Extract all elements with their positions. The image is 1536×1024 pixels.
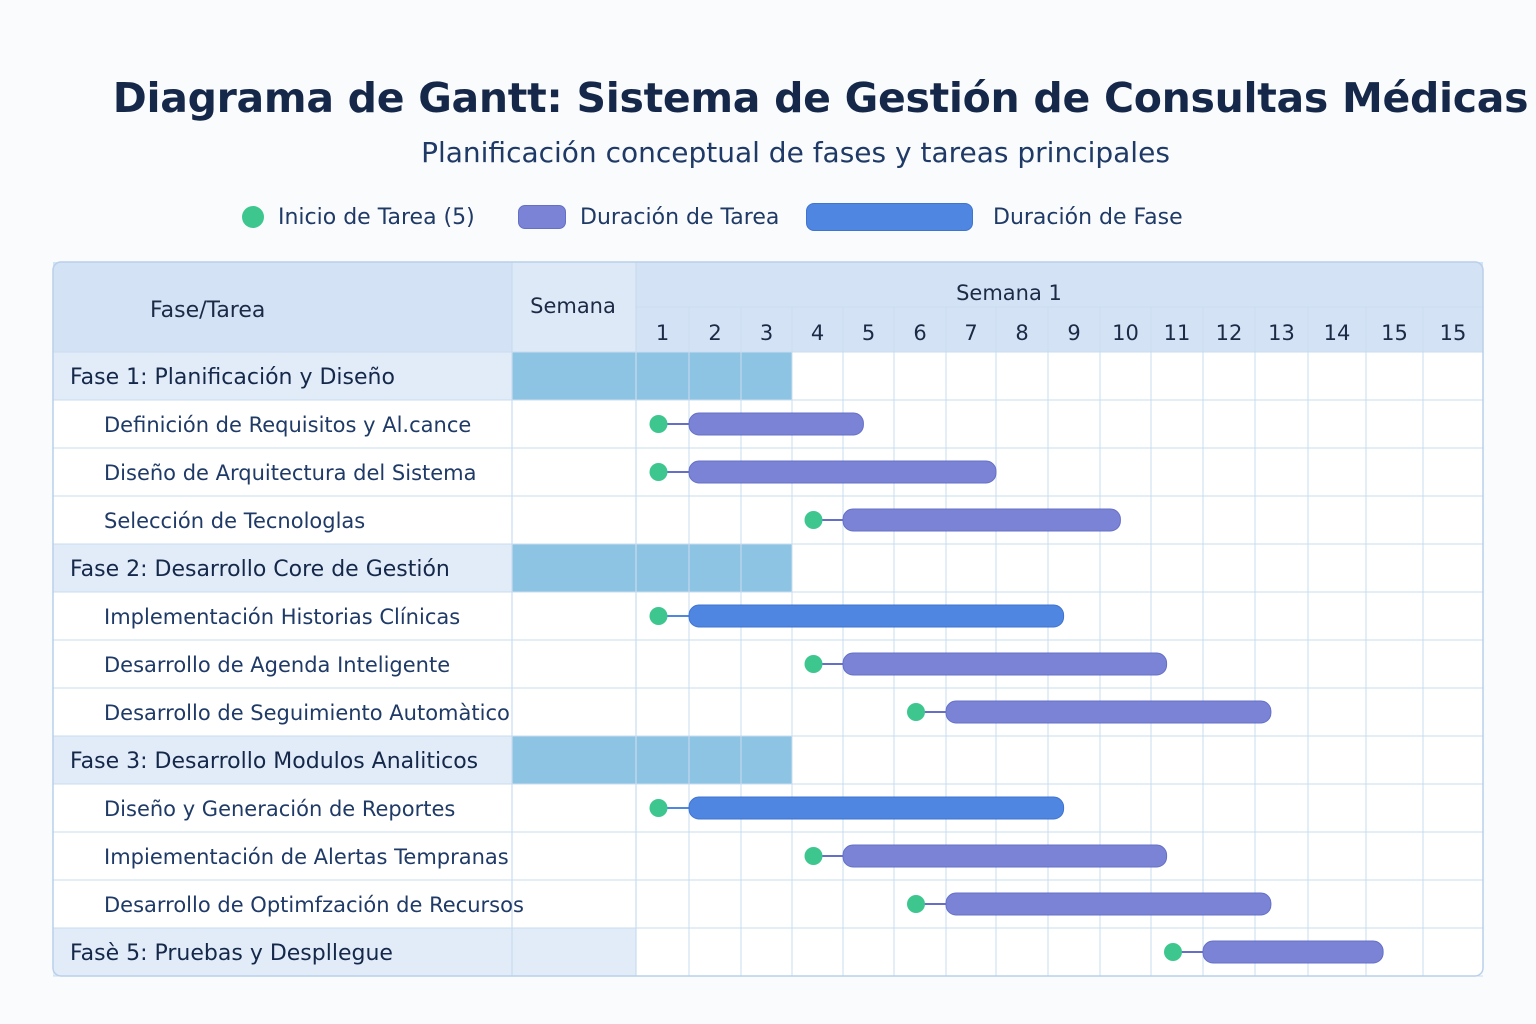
phase-span-cell bbox=[512, 352, 792, 400]
phase-label: Fase 2: Desarrollo Core de Gestión bbox=[70, 557, 450, 582]
legend-item-phase: Duración de Fase bbox=[806, 200, 1183, 234]
task-start-dot bbox=[649, 799, 668, 817]
week-tick-label: 13 bbox=[1268, 321, 1295, 345]
legend-label-phase: Duración de Fase bbox=[993, 204, 1183, 230]
week-tick-label: 8 bbox=[1015, 321, 1028, 345]
week-tick-label: 9 bbox=[1067, 321, 1080, 345]
task-duration-bar bbox=[842, 844, 1168, 868]
legend-label-task: Duración de Tarea bbox=[580, 204, 780, 230]
legend-item-start: Inicio de Tarea (5) bbox=[242, 200, 475, 234]
task-start-dot bbox=[804, 847, 823, 865]
chart-subtitle: Planificación conceptual de fases y tare… bbox=[421, 136, 1170, 169]
legend-label-start: Inicio de Tarea (5) bbox=[278, 204, 475, 230]
task-label: Diseño de Arquitectura del Sistema bbox=[104, 461, 477, 485]
legend: Inicio de Tarea (5) Duración de Tarea Du… bbox=[0, 200, 1536, 234]
week-tick-label: 12 bbox=[1216, 321, 1243, 345]
week-tick-label: 11 bbox=[1164, 321, 1191, 345]
start-dot-icon bbox=[242, 206, 264, 228]
phase-label: Fase 3: Desarrollo Modulos Analiticos bbox=[70, 749, 478, 774]
phase-label: Fase 1: Planificación y Diseño bbox=[70, 365, 395, 390]
task-duration-bar bbox=[842, 652, 1168, 676]
task-label: Desarrollo de Agenda Inteligente bbox=[104, 653, 450, 677]
task-duration-bar bbox=[945, 892, 1272, 916]
week-tick-label: 1 bbox=[656, 321, 669, 345]
week-tick-label: 15 bbox=[1381, 321, 1408, 345]
phase-span-cell bbox=[512, 544, 792, 592]
task-duration-bar bbox=[945, 700, 1272, 724]
phase-row-week-bg bbox=[512, 928, 636, 976]
phase-duration-bar bbox=[688, 604, 1065, 628]
task-label: Impiementación de Alertas Tempranas bbox=[104, 845, 509, 869]
task-start-dot bbox=[804, 655, 823, 673]
week-tick-label: 4 bbox=[811, 321, 824, 345]
week-tick-label: 14 bbox=[1324, 321, 1351, 345]
phase-span-cell bbox=[512, 736, 792, 784]
phase-row-label-bg bbox=[53, 352, 512, 400]
week-tick-label: 3 bbox=[760, 321, 773, 345]
task-start-dot bbox=[649, 607, 668, 625]
header-week-label: Semana bbox=[530, 294, 616, 318]
task-duration-bar bbox=[688, 460, 997, 484]
task-duration-bar bbox=[842, 508, 1121, 532]
week-tick-label: 2 bbox=[708, 321, 721, 345]
table-border bbox=[52, 261, 1484, 977]
task-label: Selección de Tecnologlas bbox=[104, 509, 365, 533]
task-start-dot bbox=[649, 463, 668, 481]
week-tick-label: 10 bbox=[1112, 321, 1139, 345]
task-bar-icon bbox=[518, 205, 566, 229]
phase-bar-icon bbox=[806, 203, 973, 231]
task-start-dot bbox=[649, 415, 668, 433]
legend-item-task: Duración de Tarea bbox=[518, 200, 779, 234]
week-tick-label: 15 bbox=[1440, 321, 1467, 345]
task-duration-bar bbox=[688, 412, 864, 436]
task-label: Implementación Historias Clínicas bbox=[104, 605, 460, 629]
task-duration-bar bbox=[1202, 940, 1384, 964]
task-start-dot bbox=[907, 895, 925, 913]
week-tick-label: 7 bbox=[964, 321, 977, 345]
task-start-dot bbox=[907, 703, 925, 721]
phase-row-label-bg bbox=[53, 736, 512, 784]
header-week-group: Semana 1 bbox=[956, 281, 1062, 305]
task-label: Definición de Requisitos y Al.cance bbox=[104, 413, 471, 437]
chart-title: Diagrama de Gantt: Sistema de Gestión de… bbox=[112, 74, 1529, 122]
task-label: Desarrollo de Optimfzación de Recursos bbox=[104, 893, 524, 917]
header-week-cell bbox=[512, 262, 636, 352]
header-task-label: Fase/Tarea bbox=[150, 298, 265, 323]
phase-label: Fasè 5: Pruebas y Despllegue bbox=[70, 941, 393, 966]
task-label: Diseño y Generación de Reportes bbox=[104, 797, 455, 821]
phase-row-label-bg bbox=[53, 928, 512, 976]
week-tick-label: 6 bbox=[913, 321, 926, 345]
phase-duration-bar bbox=[688, 796, 1065, 820]
phase-row-label-bg bbox=[53, 544, 512, 592]
task-start-dot bbox=[1164, 943, 1182, 961]
task-label: Desarrollo de Seguimiento Automàtico bbox=[104, 701, 510, 725]
week-tick-label: 5 bbox=[862, 321, 875, 345]
task-start-dot bbox=[804, 511, 823, 529]
